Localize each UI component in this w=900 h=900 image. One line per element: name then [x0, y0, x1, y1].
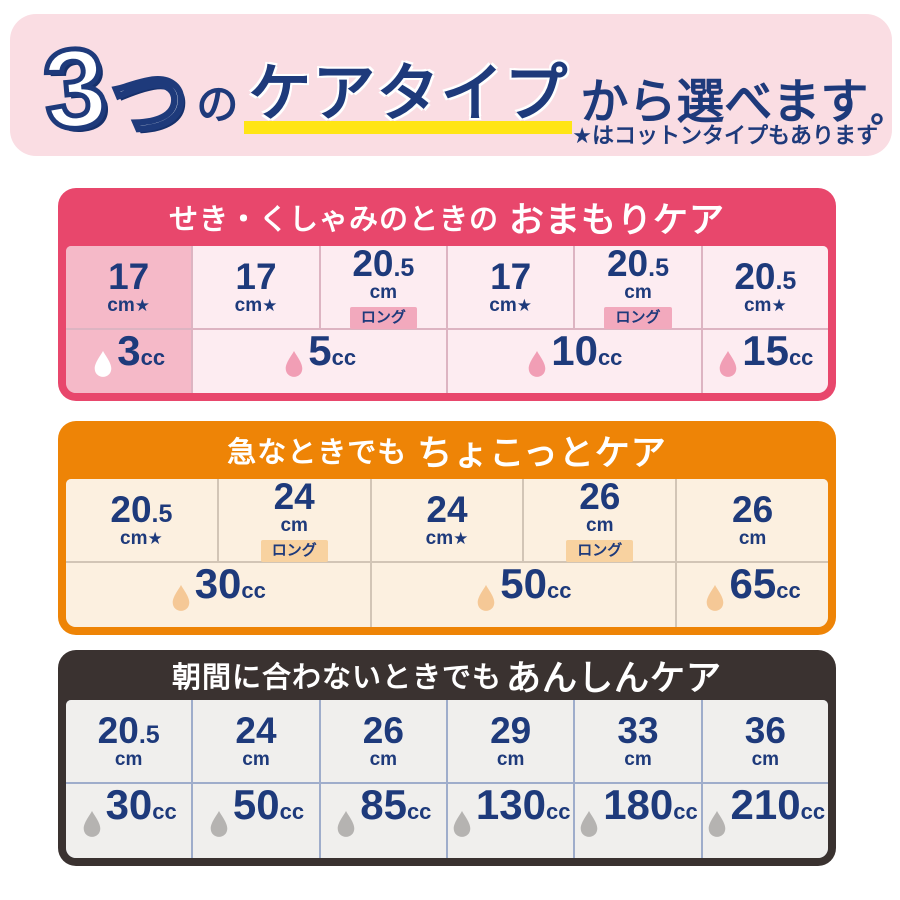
- capacity-cell: 15 cc: [702, 330, 828, 393]
- title-care-type-wrap: ケアタイプ: [244, 43, 573, 134]
- size-cell: 20.5 cm ロング: [320, 246, 446, 330]
- capacity-cell: 50 cc: [193, 784, 319, 858]
- size-cell: 29 cm: [448, 700, 574, 782]
- capacity-cell: 10 cc: [448, 330, 701, 393]
- size-cell: 17 cm★: [193, 246, 319, 328]
- drop-icon: [706, 810, 728, 839]
- table-omamori-title: せき・くしゃみのときの おまもりケア: [66, 188, 828, 246]
- title-care-type: ケアタイプ: [248, 59, 569, 129]
- capacity-cell: 5 cc: [193, 330, 446, 393]
- table-omamori-grid: 17 cm★ 17 cm★ 20.5 cm ロング 17 cm★ 20.5 cm…: [66, 246, 828, 393]
- drop-icon: [704, 584, 726, 613]
- drop-icon: [717, 350, 739, 379]
- yellow-underline: [244, 121, 573, 134]
- cotton-type-note: ★はコットンタイプもあります: [572, 123, 878, 148]
- size-cell: 20.5 cm ロング: [575, 246, 701, 330]
- size-cell: 20.5 cm: [66, 700, 192, 782]
- size-cell: 36 cm: [702, 700, 828, 782]
- capacity-cell: 180 cc: [575, 784, 701, 858]
- drop-icon: [578, 810, 600, 839]
- title-number-3: 3: [36, 21, 114, 156]
- table-chokotto-care: 急なときでも ちょこっとケア 20.5 cm★ 24 cm ロング 24 cm★…: [58, 421, 836, 635]
- table-title-light: せき・くしゃみのときの: [168, 204, 499, 236]
- table-title-light: 朝間に合わないときでも: [171, 662, 502, 694]
- long-badge: ロング: [604, 306, 672, 330]
- capacity-cell: 30 cc: [66, 563, 370, 627]
- capacity-cell: 65 cc: [677, 563, 828, 627]
- long-badge: ロング: [349, 306, 417, 330]
- long-badge: ロング: [566, 539, 634, 563]
- size-cell: 24 cm ロング: [218, 479, 370, 563]
- header-banner: 3 つ の ケアタイプ から選べます 。 ★はコットンタイプもあります: [10, 14, 900, 156]
- cotton-star: ★: [262, 295, 278, 315]
- size-cell: 17 cm★: [448, 246, 574, 328]
- table-chokotto-grid: 20.5 cm★ 24 cm ロング 24 cm★ 26 cm ロング 26 c…: [66, 479, 828, 627]
- size-cell: 26 cm: [677, 479, 828, 561]
- table-omamori-care: せき・くしゃみのときの おまもりケア 17 cm★ 17 cm★ 20.5 cm…: [58, 188, 836, 401]
- size-cell: 26 cm ロング: [524, 479, 676, 563]
- drop-icon: [81, 810, 103, 839]
- table-title-light: 急なときでも: [227, 437, 408, 469]
- drop-icon: [208, 810, 230, 839]
- drop-icon: [526, 350, 548, 379]
- cotton-star: ★: [147, 528, 163, 548]
- capacity-cell: 130 cc: [448, 784, 574, 858]
- table-title-bold: おまもりケア: [509, 200, 726, 240]
- title-rest: から選べます: [580, 76, 869, 129]
- table-title-bold: あんしんケア: [506, 658, 723, 698]
- table-chokotto-title: 急なときでも ちょこっとケア: [66, 421, 828, 479]
- capacity-cell: 85 cc: [320, 784, 446, 858]
- long-badge: ロング: [260, 539, 328, 563]
- cotton-star: ★: [453, 528, 469, 548]
- table-anshin-care: 朝間に合わないときでも あんしんケア 20.5 cm 24 cm 26 cm 2…: [58, 650, 836, 866]
- drop-icon: [475, 584, 497, 613]
- drop-icon: [170, 584, 192, 613]
- title-period: 。: [870, 83, 900, 132]
- title-tsu: つ: [108, 58, 190, 147]
- size-cell: 17 cm★: [66, 246, 192, 328]
- table-title-bold: ちょこっとケア: [417, 433, 667, 473]
- size-cell: 26 cm: [320, 700, 446, 782]
- drop-icon: [283, 350, 305, 379]
- table-anshin-title: 朝間に合わないときでも あんしんケア: [66, 650, 828, 700]
- size-cell: 24 cm★: [371, 479, 523, 561]
- capacity-cell: 50 cc: [371, 563, 676, 627]
- capacity-cell: 30 cc: [66, 784, 192, 858]
- table-anshin-grid: 20.5 cm 24 cm 26 cm 29 cm 33 cm 36 cm 30…: [66, 700, 828, 858]
- size-cell: 20.5 cm★: [66, 479, 217, 561]
- capacity-cell: 3 cc: [66, 330, 192, 393]
- cotton-star: ★: [516, 295, 533, 315]
- drop-icon: [92, 350, 114, 379]
- size-cell: 33 cm: [575, 700, 701, 782]
- cotton-star: ★: [771, 295, 787, 315]
- capacity-cell: 210 cc: [702, 784, 828, 858]
- size-cell: 24 cm: [193, 700, 319, 782]
- cotton-star: ★: [134, 295, 151, 315]
- drop-icon: [335, 810, 357, 839]
- drop-icon: [451, 810, 473, 839]
- size-cell: 20.5 cm★: [702, 246, 828, 328]
- page-title: 3 つ の ケアタイプ から選べます 。: [36, 14, 900, 156]
- title-no: の: [196, 81, 239, 128]
